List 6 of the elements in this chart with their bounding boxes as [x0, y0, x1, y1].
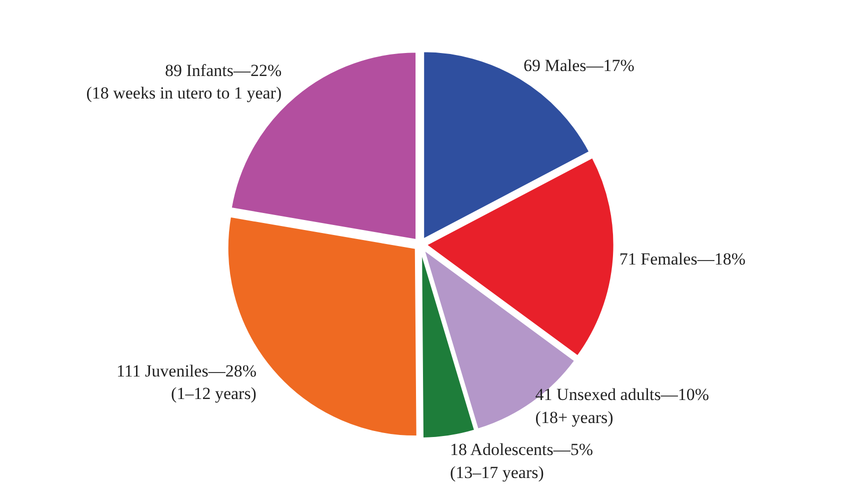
slice-label: 18 Adolescents—5% (13–17 years) [450, 440, 594, 482]
slice-label: 89 Infants—22% (18 weeks in utero to 1 year) [86, 60, 282, 103]
slice-label: 69 Males—17% [523, 56, 634, 76]
slice-label: 41 Unsexed adults—10% (18+ years) [535, 385, 710, 428]
slice-label: 71 Females—18% [619, 250, 746, 269]
slice-label: 111 Juveniles—28% (1–12 years) [116, 361, 256, 404]
